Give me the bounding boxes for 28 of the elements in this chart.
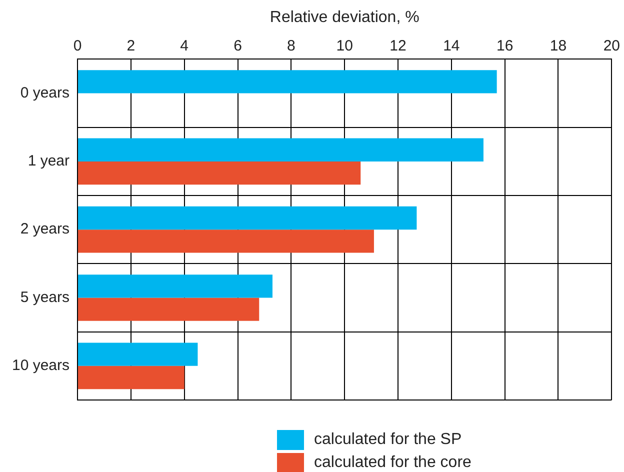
bar — [78, 230, 374, 253]
x-tick-label: 12 — [390, 37, 406, 54]
x-tick-label: 8 — [287, 37, 296, 54]
legend-label: calculated for the SP — [314, 430, 462, 448]
x-tick-label: 6 — [234, 37, 242, 54]
y-tick-label: 2 years — [20, 220, 70, 238]
bar — [78, 70, 497, 94]
x-tick-label: 10 — [336, 37, 353, 54]
bar — [78, 366, 184, 390]
bar — [78, 342, 198, 366]
y-tick-label: 0 years — [20, 84, 70, 102]
bar — [78, 206, 417, 230]
bar — [78, 274, 272, 298]
legend-label: calculated for the core — [314, 454, 472, 472]
x-tick-label: 4 — [180, 37, 189, 54]
y-tick-label: 10 years — [12, 357, 70, 374]
y-tick-label: 1 year — [28, 152, 70, 170]
x-tick-label: 14 — [443, 37, 460, 54]
x-tick-label: 0 — [73, 37, 82, 54]
x-axis-title: Relative deviation, % — [270, 9, 420, 26]
bar — [78, 298, 260, 321]
x-tick-label: 2 — [126, 37, 136, 54]
bar — [78, 138, 484, 162]
x-tick-label: 20 — [603, 37, 620, 54]
y-tick-label: 5 years — [20, 288, 70, 306]
x-tick-label: 18 — [550, 37, 567, 54]
x-tick-label: 16 — [496, 37, 514, 54]
bar — [78, 161, 361, 185]
